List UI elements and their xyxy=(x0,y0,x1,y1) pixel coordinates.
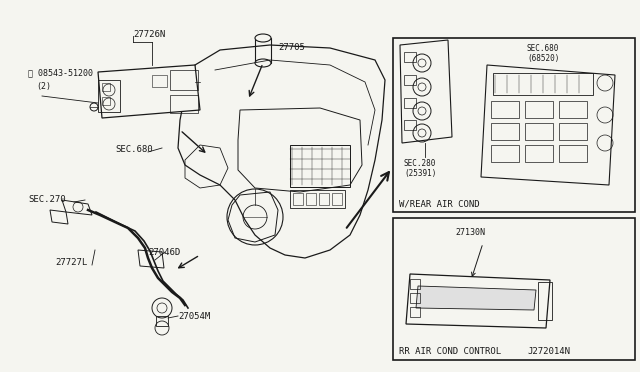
Bar xyxy=(393,38,635,212)
Bar xyxy=(525,145,553,162)
Bar xyxy=(404,98,416,108)
Bar xyxy=(102,97,110,105)
Bar xyxy=(491,101,519,118)
Bar xyxy=(293,193,303,205)
Text: 27726N: 27726N xyxy=(133,30,165,39)
Bar xyxy=(290,145,350,187)
Bar xyxy=(98,80,120,112)
Bar xyxy=(404,52,416,62)
Text: SEC.680: SEC.680 xyxy=(115,145,152,154)
Text: Ⓢ 08543-51200: Ⓢ 08543-51200 xyxy=(28,68,93,77)
Bar xyxy=(170,95,198,113)
Ellipse shape xyxy=(255,59,271,67)
Bar xyxy=(306,193,316,205)
Text: W/REAR AIR COND: W/REAR AIR COND xyxy=(399,199,479,208)
Text: RR AIR COND CONTROL: RR AIR COND CONTROL xyxy=(399,347,501,356)
Bar xyxy=(410,279,420,289)
Bar xyxy=(152,75,167,87)
Polygon shape xyxy=(98,65,200,118)
Bar xyxy=(559,145,587,162)
Bar xyxy=(332,193,342,205)
Bar xyxy=(393,218,635,360)
Text: SEC.270: SEC.270 xyxy=(28,195,66,204)
Text: (2): (2) xyxy=(36,82,51,91)
Bar xyxy=(491,123,519,140)
Text: 27046D: 27046D xyxy=(148,248,180,257)
Bar xyxy=(559,123,587,140)
Bar xyxy=(525,101,553,118)
Bar xyxy=(404,75,416,85)
Bar xyxy=(319,193,329,205)
Ellipse shape xyxy=(255,34,271,42)
Bar xyxy=(410,307,420,317)
Bar xyxy=(290,190,345,208)
Polygon shape xyxy=(416,286,536,310)
Text: 27705: 27705 xyxy=(278,43,305,52)
Bar xyxy=(170,70,198,90)
Text: 27727L: 27727L xyxy=(55,258,87,267)
Bar xyxy=(559,101,587,118)
Text: SEC.680
(68520): SEC.680 (68520) xyxy=(527,44,559,63)
Bar xyxy=(538,282,552,320)
Text: 27054M: 27054M xyxy=(178,312,211,321)
Bar xyxy=(404,120,416,130)
Bar xyxy=(102,83,110,91)
Bar xyxy=(493,73,593,95)
Bar xyxy=(410,293,420,303)
Text: SEC.280
(25391): SEC.280 (25391) xyxy=(404,159,436,179)
Bar xyxy=(255,38,271,63)
Text: J272014N: J272014N xyxy=(527,347,570,356)
Text: 27130N: 27130N xyxy=(455,228,485,237)
Bar xyxy=(156,316,168,326)
Bar xyxy=(525,123,553,140)
Bar xyxy=(491,145,519,162)
